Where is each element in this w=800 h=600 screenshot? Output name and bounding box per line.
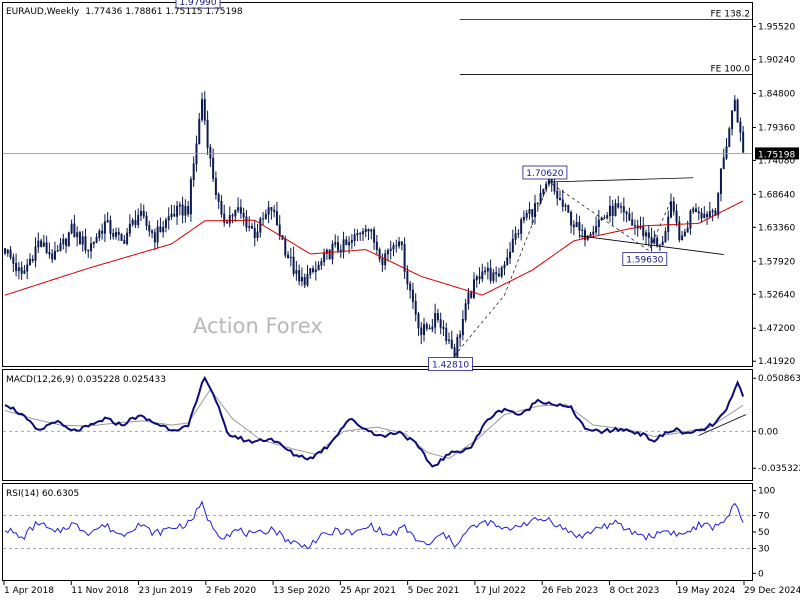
wave-dashed-line [454,181,672,356]
fe-level-label: FE 100.0 [711,64,751,74]
x-tick-label: 8 Oct 2023 [609,586,659,596]
y-tick-label: 1.79360 [758,123,795,133]
x-tick-label: 2 Feb 2020 [206,586,257,596]
ohlc-label: 1.77436 1.78861 1.75115 1.75198 [85,7,243,17]
price-annotation-box [175,0,221,9]
watermark: Action Forex [193,314,323,338]
price-annotation-box [622,252,668,267]
rsi-header: RSI(14) 60.6305 [6,489,79,499]
axis-layer: 1.95520 1.90240 1.84800 1.79360 1.74080 1.686… [3,23,800,596]
rsi-line [4,500,744,550]
price-annotation-box [522,165,568,180]
y-tick-label: 0 [758,569,764,579]
y-tick-label: 0.00 [758,427,778,437]
x-tick-label: 1 Apr 2018 [4,586,54,596]
macd-line [4,375,745,468]
y-tick-label: 1.41920 [758,357,795,367]
y-tick-label: 50 [758,528,770,538]
y-tick-label: 1.68640 [758,190,795,200]
x-tick-label: 11 Nov 2018 [71,586,129,596]
macd-trendline [698,414,747,436]
y-tick-label: 1.84800 [758,89,795,99]
y-tick-label: 100 [758,487,775,497]
last-price-tag [755,147,799,160]
moving-average-line [4,200,744,296]
y-tick-label: 1.63360 [758,223,795,233]
price-annotation-box [428,357,473,372]
symbol-label: EURAUD,Weekly [6,7,80,17]
x-tick-label: 29 Dec 2024 [744,586,800,596]
chart-title: EURAUD,Weekly 1.77436 1.78861 1.75115 1.7… [6,7,243,17]
y-tick-label: 1.52640 [758,290,795,300]
price-annotation-label: 1.70620 [526,169,563,179]
y-tick-label: 1.74080 [758,156,795,166]
y-tick-label: 1.95520 [758,23,795,33]
price-panel-frame [2,2,753,367]
x-tick-label: 5 Dec 2021 [408,586,460,596]
x-tick-label: 25 Apr 2021 [340,586,396,596]
last-price-label: 1.75198 [758,150,795,160]
x-tick-label: 23 Jun 2019 [139,586,193,596]
price-layer: FE 138.2 FE 100.0 1.97990 1.70620 1.59630 1.4… [3,0,752,372]
price-annotation-label: 1.42810 [432,361,469,371]
fe-level-label: FE 138.2 [711,9,751,19]
triangle-upper-trendline [548,177,694,183]
x-tick-label: 17 Jul 2022 [475,586,526,596]
y-tick-label: 30 [758,545,770,555]
macd-layer [3,375,752,468]
triangle-lower-trendline [579,235,724,255]
macd-panel-frame [2,369,753,481]
y-tick-label: 0.050863 [758,374,800,384]
y-tick-label: 1.47200 [758,324,795,334]
x-tick-label: 26 Feb 2023 [542,586,598,596]
y-tick-label: 1.90240 [758,56,795,66]
macd-header: MACD(12,26,9) 0.035228 0.025433 [6,375,166,385]
y-tick-label: -0.035322 [758,464,800,474]
x-tick-label: 19 May 2024 [677,586,736,596]
price-annotation-label: 1.59630 [626,256,663,266]
price-annotation-label: 1.97990 [179,0,216,8]
y-tick-label: 1.57920 [758,257,795,267]
rsi-layer [3,500,752,550]
x-tick-label: 13 Sep 2020 [273,586,330,596]
y-tick-label: 70 [758,511,770,521]
